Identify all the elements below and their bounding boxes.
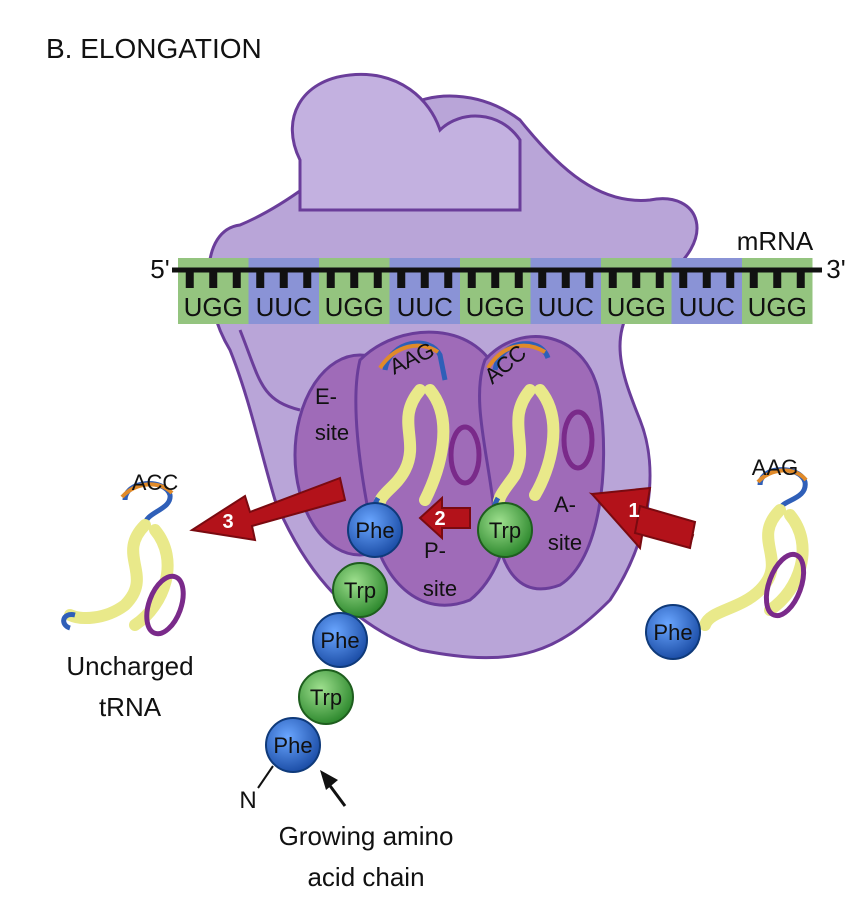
codon-label-3: UGG <box>325 292 384 322</box>
mrna-base-tick <box>326 270 335 288</box>
mrna-base-tick <box>679 270 688 288</box>
mrna-base-tick <box>491 270 500 288</box>
p-site-label-line1: P- <box>424 538 446 563</box>
mrna-five-prime-label: 5' <box>150 254 169 284</box>
mrna-base-tick <box>279 270 288 288</box>
chain-residue-2-label: Trp <box>344 578 376 603</box>
chain-residue-1-label: Phe <box>355 518 394 543</box>
mrna-base-tick <box>209 270 218 288</box>
codon-label-9: UGG <box>748 292 807 322</box>
mrna-strand: UGG UUC UGG UUC UGG UUC UGG UUC UGG 5' 3' mRNA <box>150 226 846 324</box>
incoming-trna: AAG <box>699 455 809 631</box>
trna-p-site-aag: AAG <box>370 337 482 523</box>
chain-residue-5-label: Phe <box>273 733 312 758</box>
uncharged-trna-label-line1: Uncharged <box>66 651 193 681</box>
mrna-base-tick <box>232 270 241 288</box>
mrna-base-tick <box>373 270 382 288</box>
mrna-base-tick <box>726 270 735 288</box>
mrna-base-tick <box>749 270 758 288</box>
amino-acid-trp-a-site: Trp <box>477 502 533 558</box>
codon-label-8: UUC <box>679 292 735 322</box>
e-site-label-line1: E- <box>315 384 337 409</box>
codon-label-1: UGG <box>184 292 243 322</box>
mrna-base-tick <box>420 270 429 288</box>
mrna-base-tick <box>185 270 194 288</box>
mrna-base-tick <box>655 270 664 288</box>
codon-label-5: UGG <box>466 292 525 322</box>
chain-residue-4-label: Trp <box>310 685 342 710</box>
amino-acid-phe-incoming: Phe <box>645 604 701 660</box>
growing-chain-label-line2: acid chain <box>307 862 424 892</box>
figure-title: B. ELONGATION <box>46 33 262 64</box>
svg-text:Phe: Phe <box>653 620 692 645</box>
mrna-label: mRNA <box>737 226 814 256</box>
codon-label-2: UUC <box>256 292 312 322</box>
incoming-anticodon: AAG <box>752 455 798 480</box>
step-2-label: 2 <box>434 508 445 530</box>
step-arrow-2: 2 <box>418 495 471 541</box>
chain-residue-5 <box>265 717 321 773</box>
mrna-base-tick <box>303 270 312 288</box>
mrna-base-tick <box>514 270 523 288</box>
growing-chain-pointer <box>320 770 347 807</box>
uncharged-trna-label-line2: tRNA <box>99 692 162 722</box>
p-site-label-line2: site <box>423 576 457 601</box>
mrna-base-tick <box>538 270 547 288</box>
chain-residue-2 <box>332 562 388 618</box>
ribosome <box>207 72 699 660</box>
codon-label-6: UUC <box>538 292 594 322</box>
codon-label-7: UGG <box>607 292 666 322</box>
uncharged-trna: ACC <box>61 470 186 637</box>
mrna-base-tick <box>444 270 453 288</box>
mrna-base-tick <box>397 270 406 288</box>
chain-residue-3 <box>312 612 368 668</box>
mrna-base-tick <box>350 270 359 288</box>
step-1-label: 1 <box>628 500 639 522</box>
uncharged-anticodon: ACC <box>132 470 179 495</box>
a-site-label-line1: A- <box>554 492 576 517</box>
step-arrow-1: 1 <box>588 486 697 551</box>
mrna-base-tick <box>632 270 641 288</box>
mrna-base-tick <box>702 270 711 288</box>
growing-chain: Phe Trp Phe Trp Phe N <box>239 502 403 814</box>
mrna-base-tick <box>773 270 782 288</box>
mrna-base-tick <box>256 270 265 288</box>
mrna-base-tick <box>796 270 805 288</box>
chain-residue-3-label: Phe <box>320 628 359 653</box>
growing-chain-label-line1: Growing amino <box>279 821 454 851</box>
mrna-base-tick <box>585 270 594 288</box>
mrna-base-tick <box>467 270 476 288</box>
codon-label-4: UUC <box>397 292 453 322</box>
chain-residue-1 <box>347 502 403 558</box>
a-site-label-line2: site <box>548 530 582 555</box>
step-arrow-3: 3 <box>189 476 347 542</box>
chain-residue-4 <box>298 669 354 725</box>
mrna-three-prime-label: 3' <box>826 254 845 284</box>
n-terminus-label: N <box>239 787 256 814</box>
step-3-label: 3 <box>222 511 233 533</box>
e-site-label-line2: site <box>315 420 349 445</box>
mrna-base-tick <box>561 270 570 288</box>
svg-text:Trp: Trp <box>489 518 521 543</box>
mrna-base-tick <box>608 270 617 288</box>
